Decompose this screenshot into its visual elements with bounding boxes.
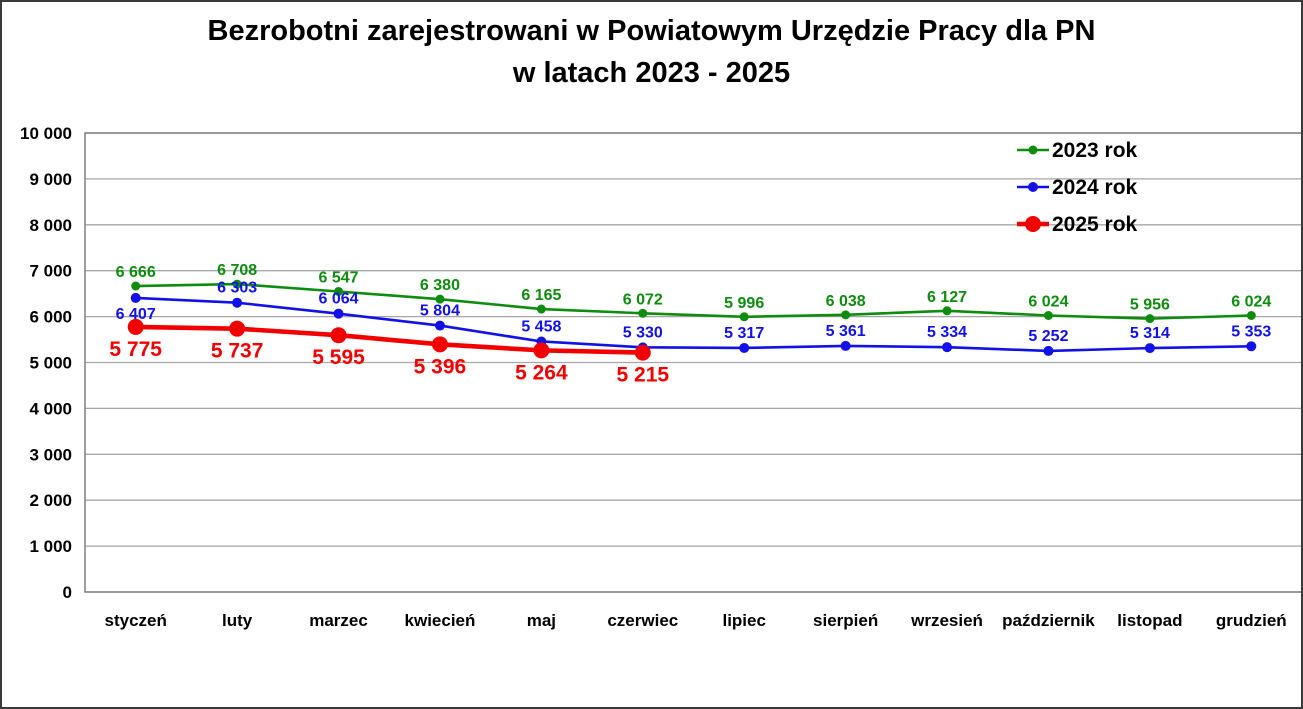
plot-border (84, 132, 1301, 593)
data-point (942, 342, 953, 353)
data-label: 5 353 (1231, 323, 1271, 340)
data-label: 6 407 (116, 306, 156, 323)
x-axis-month-label: sierpień (813, 611, 878, 630)
x-axis-month-label: lipiec (722, 611, 765, 630)
data-label: 6 708 (217, 262, 257, 279)
x-axis-month-label: wrzesień (910, 611, 983, 630)
data-label: 6 380 (420, 277, 460, 294)
data-label: 6 165 (521, 287, 561, 304)
series-line-2023-rok (135, 282, 1252, 320)
data-point (739, 342, 750, 353)
data-point (634, 344, 651, 361)
data-point (638, 308, 648, 318)
chart-title-line2: w latach 2023 - 2025 (512, 57, 791, 89)
data-point (232, 297, 243, 308)
data-label: 5 775 (109, 338, 162, 361)
y-axis-tick-label: 1 000 (29, 537, 72, 556)
data-point (435, 294, 445, 304)
data-label: 5 215 (617, 364, 670, 387)
data-point (334, 286, 344, 296)
legend-item: 2025 rok (1017, 213, 1138, 236)
data-label: 6 547 (319, 269, 359, 286)
data-label: 5 458 (521, 318, 561, 335)
data-point (232, 279, 242, 289)
data-label: 5 264 (515, 361, 568, 384)
x-axis-month-label: czerwiec (607, 611, 678, 630)
chart-title-line1: Bezrobotni zarejestrowani w Powiatowym U… (207, 15, 1096, 47)
data-label: 6 666 (116, 264, 156, 281)
data-point (333, 308, 344, 319)
data-point (841, 310, 851, 320)
data-label: 6 072 (623, 291, 663, 308)
data-label: 5 252 (1028, 328, 1068, 345)
data-point (431, 336, 448, 353)
series-line-2025-rok (135, 324, 643, 355)
legend-marker (1025, 216, 1041, 232)
x-axis-month-label: marzec (309, 611, 368, 630)
data-point (739, 312, 749, 322)
y-axis-tick-label: 3 000 (29, 445, 72, 464)
data-label: 6 024 (1231, 293, 1271, 310)
x-axis-month-label: maj (527, 611, 556, 630)
data-label: 6 038 (826, 293, 866, 310)
series-line-2024-rok (135, 296, 1252, 353)
data-label: 5 595 (312, 346, 365, 369)
legend-label: 2024 rok (1052, 176, 1138, 199)
x-axis-month-label: luty (222, 611, 253, 630)
data-label: 5 334 (927, 324, 967, 341)
data-label: 6 024 (1028, 293, 1068, 310)
data-label: 5 396 (414, 355, 467, 378)
chart-title: Bezrobotni zarejestrowani w Powiatowym U… (2, 10, 1301, 94)
y-axis-tick-label: 8 000 (29, 216, 72, 235)
data-point (533, 342, 550, 359)
data-label: 5 330 (623, 324, 663, 341)
data-point (130, 292, 141, 303)
data-point (1043, 345, 1054, 356)
x-axis-month-label: październik (1002, 611, 1095, 630)
y-axis-tick-label: 10 000 (20, 124, 72, 143)
data-point (131, 281, 141, 291)
data-label: 6 064 (319, 291, 359, 308)
legend-item: 2024 rok (1017, 176, 1138, 199)
x-axis-month-label: styczeń (105, 611, 167, 630)
legend-marker (1028, 145, 1038, 155)
legend-label: 2025 rok (1052, 213, 1138, 236)
data-label: 6 303 (217, 280, 257, 297)
data-point (434, 320, 445, 331)
data-point (1246, 341, 1257, 352)
x-axis-month-label: grudzień (1216, 611, 1287, 630)
y-axis-tick-label: 9 000 (29, 170, 72, 189)
x-axis-month-label: listopad (1117, 611, 1182, 630)
y-axis-tick-label: 7 000 (29, 262, 72, 281)
y-axis-tick-label: 4 000 (29, 399, 72, 418)
data-point (942, 306, 952, 316)
data-point (229, 320, 246, 337)
y-axis-tick-label: 6 000 (29, 308, 72, 327)
data-label: 5 804 (420, 303, 460, 320)
y-axis-tick-label: 0 (63, 583, 72, 602)
x-axis-month-label: kwiecień (405, 611, 476, 630)
data-label: 5 317 (724, 325, 764, 342)
data-point (127, 318, 144, 335)
data-label: 5 737 (211, 340, 264, 363)
legend-label: 2023 rok (1052, 139, 1138, 162)
data-label: 6 127 (927, 289, 967, 306)
y-axis-tick-label: 2 000 (29, 491, 72, 510)
data-label: 5 996 (724, 295, 764, 312)
legend-item: 2023 rok (1017, 139, 1138, 162)
data-point (1145, 314, 1155, 324)
data-point (1144, 343, 1155, 354)
legend-marker (1028, 182, 1038, 192)
data-point (1043, 310, 1053, 320)
data-label: 5 314 (1130, 325, 1170, 342)
data-label: 5 956 (1130, 297, 1170, 314)
y-axis-tick-label: 5 000 (29, 354, 72, 373)
data-point (330, 327, 347, 344)
data-point (1246, 310, 1256, 320)
data-label: 5 361 (826, 323, 866, 340)
data-point (840, 340, 851, 351)
data-point (536, 304, 546, 314)
